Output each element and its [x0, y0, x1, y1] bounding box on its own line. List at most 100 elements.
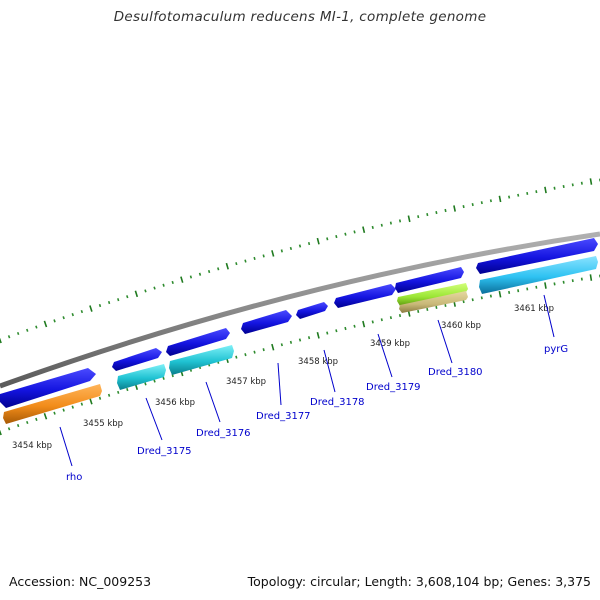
inner-tick-track: [0, 274, 600, 436]
leader-dred-3175: [145, 397, 163, 441]
inner-track-minor-tick: [489, 294, 492, 298]
gene-label-dred-3176[interactable]: Dred_3176: [196, 428, 251, 439]
inner-track-minor-tick: [562, 280, 565, 284]
outer-track-minor-tick: [26, 328, 29, 332]
inner-track-major-tick: [544, 282, 547, 289]
lower-strand-genes: [3, 256, 598, 424]
inner-track-minor-tick: [353, 324, 356, 328]
outer-track-minor-tick: [198, 272, 202, 276]
inner-track-minor-tick: [435, 305, 438, 309]
gene-label-leaders: [59, 294, 555, 467]
outer-track-minor-tick: [53, 319, 56, 323]
inner-track-minor-tick: [580, 277, 583, 281]
outer-track-minor-tick: [207, 269, 211, 274]
leader-pyrg: [543, 294, 555, 338]
inner-track-minor-tick: [344, 326, 347, 331]
inner-track-minor-tick: [307, 336, 311, 340]
gene-feature-dred-3179[interactable]: [334, 284, 396, 308]
outer-track-minor-tick: [389, 221, 392, 225]
outer-track-minor-tick: [71, 313, 74, 317]
kbp-label-3461: 3461 kbp: [514, 304, 554, 314]
outer-track-minor-tick: [62, 316, 65, 320]
inner-track-minor-tick: [98, 396, 102, 400]
gene-label-rho[interactable]: rho: [66, 472, 82, 483]
outer-track-major-tick: [180, 276, 184, 283]
gene-feature-dred-3176-upstream[interactable]: [166, 328, 230, 356]
outer-track-minor-tick: [417, 215, 420, 219]
inner-track-minor-tick: [117, 390, 120, 394]
inner-track-minor-tick: [426, 307, 429, 311]
inner-track-minor-tick: [553, 282, 556, 286]
outer-track-major-tick: [453, 205, 456, 212]
gene-feature-rho[interactable]: [3, 384, 102, 424]
gene-label-dred-3178[interactable]: Dred_3178: [310, 397, 365, 408]
leader-rho: [59, 426, 73, 467]
leader-dred-3178: [323, 349, 336, 393]
outer-track-minor-tick: [107, 300, 111, 305]
outer-track-major-tick: [544, 186, 547, 194]
outer-track-minor-tick: [444, 208, 447, 213]
inner-track-minor-tick: [71, 405, 74, 409]
outer-track-minor-tick: [380, 223, 383, 227]
gene-feature-dred-3180-bar-khaki[interactable]: [399, 291, 468, 313]
map-title: Desulfotomaculum reducens MI-1, complete…: [113, 9, 487, 25]
inner-track-minor-tick: [26, 420, 29, 425]
inner-track-minor-tick: [389, 316, 392, 320]
gene-feature-dred-3180-upstream[interactable]: [395, 267, 464, 293]
gene-label-dred-3179[interactable]: Dred_3179: [366, 382, 421, 393]
inner-track-minor-tick: [244, 353, 247, 357]
gene-feature-rho-upstream[interactable]: [0, 368, 96, 408]
gene-feature-pyrg[interactable]: [479, 256, 598, 294]
inner-track-minor-tick: [398, 314, 402, 318]
gene-feature-dred-3178[interactable]: [296, 302, 328, 319]
gene-label-dred-3180[interactable]: Dred_3180: [428, 367, 483, 378]
gene-label-pyrg[interactable]: pyrG: [544, 344, 568, 355]
outer-track-minor-tick: [280, 249, 283, 253]
outer-track-major-tick: [43, 320, 48, 328]
gene-feature-dred-3176[interactable]: [169, 345, 234, 375]
outer-track-minor-tick: [353, 230, 356, 234]
outer-track-minor-tick: [489, 199, 492, 203]
outer-track-minor-tick: [153, 286, 156, 290]
gene-feature-dred-3180-bar-green[interactable]: [397, 283, 468, 306]
gene-feature-dred-3175-upstream[interactable]: [112, 348, 162, 371]
gene-feature-pyrg-upstream[interactable]: [476, 238, 598, 274]
inner-track-minor-tick: [144, 382, 147, 386]
outer-track-minor-tick: [171, 280, 174, 285]
inner-track-minor-tick: [335, 329, 338, 333]
kbp-label-3459: 3459 kbp: [370, 339, 410, 349]
outer-track-minor-tick: [244, 259, 247, 263]
kbp-label-3457: 3457 kbp: [226, 377, 266, 387]
kbp-label-3456: 3456 kbp: [155, 398, 195, 408]
outer-track-minor-tick: [7, 335, 11, 339]
outer-track-minor-tick: [126, 295, 129, 299]
inner-track-minor-tick: [298, 338, 302, 342]
outer-track-minor-tick: [217, 267, 220, 271]
outer-track-major-tick: [89, 305, 93, 312]
inner-track-minor-tick: [462, 300, 465, 304]
gene-feature-dred-3177[interactable]: [241, 310, 292, 334]
inner-track-minor-tick: [253, 350, 256, 354]
inner-track-major-tick: [0, 429, 2, 436]
gene-label-dred-3175[interactable]: Dred_3175: [137, 446, 192, 457]
outer-track-major-tick: [134, 290, 139, 298]
outer-track-minor-tick: [562, 184, 565, 189]
outer-track-minor-tick: [189, 275, 193, 279]
outer-track-minor-tick: [35, 325, 38, 329]
outer-track-minor-tick: [262, 254, 265, 258]
gene-feature-dred-3175[interactable]: [117, 364, 166, 390]
outer-track-minor-tick: [98, 303, 102, 308]
outer-track-minor-tick: [462, 205, 465, 209]
outer-track-minor-tick: [235, 262, 238, 266]
inner-track-minor-tick: [380, 318, 383, 322]
outer-track-minor-tick: [435, 211, 438, 215]
inner-track-minor-tick: [444, 303, 447, 307]
inner-track-major-tick: [589, 274, 593, 281]
outer-track-minor-tick: [426, 213, 429, 217]
leader-dred-3176: [205, 381, 221, 423]
gene-label-dred-3177[interactable]: Dred_3177: [256, 411, 311, 422]
outer-track-minor-tick: [117, 298, 120, 302]
gene-labels: rho Dred_3175 Dred_3176 Dred_3177 Dred_3…: [66, 344, 568, 483]
inner-track-major-tick: [316, 332, 320, 339]
